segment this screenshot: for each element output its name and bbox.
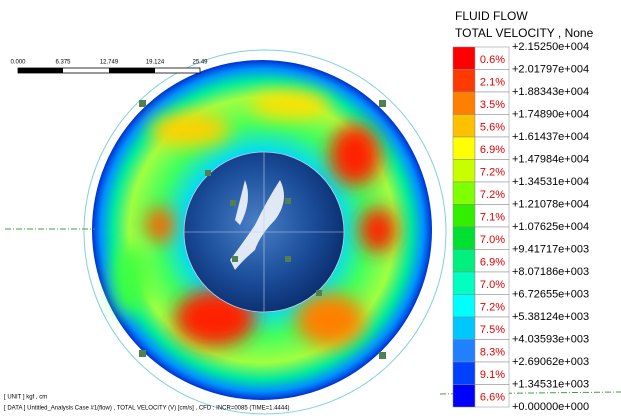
- legend-percent: 7.2%: [480, 189, 505, 201]
- legend-level: +1.88343e+004: [512, 86, 589, 98]
- legend-percent: 7.2%: [480, 167, 505, 179]
- legend-percent: 2.1%: [480, 77, 505, 89]
- legend-percent: 8.3%: [480, 347, 505, 359]
- legend-swatch: [453, 47, 475, 70]
- legend-level: +1.34531e+003: [512, 378, 589, 390]
- legend-swatch: [453, 362, 475, 385]
- legend-swatch: [453, 385, 475, 408]
- legend-level: +6.72655e+003: [512, 288, 589, 300]
- legend-level: +2.15250e+004: [512, 41, 589, 53]
- scale-label: 12.749: [100, 60, 119, 66]
- legend-level: +1.74890e+004: [512, 108, 589, 120]
- legend-level: +2.69062e+003: [512, 356, 589, 368]
- legend-percent: 0.6%: [480, 54, 505, 66]
- legend-swatch: [453, 92, 475, 115]
- legend-swatch: [453, 295, 475, 318]
- legend-level: +9.41717e+003: [512, 243, 589, 255]
- legend-level: +1.07625e+004: [512, 221, 589, 233]
- legend-swatch: [453, 115, 475, 138]
- legend-level: +2.01797e+004: [512, 63, 589, 75]
- legend-percent: 7.1%: [480, 212, 505, 224]
- scale-label: 19.124: [146, 60, 165, 66]
- legend-percent: 6.9%: [480, 257, 505, 269]
- scale-label: 25.49: [192, 60, 208, 66]
- legend-level: +1.34531e+004: [512, 176, 589, 188]
- legend-level: +1.21078e+004: [512, 198, 589, 210]
- legend-percent: 9.1%: [480, 369, 505, 381]
- legend-swatch: [453, 317, 475, 340]
- legend-subtitle: TOTAL VELOCITY , None: [455, 26, 594, 40]
- legend-swatch: [453, 137, 475, 160]
- legend-swatch: [453, 205, 475, 228]
- legend-percent: 3.5%: [480, 99, 505, 111]
- scale-bar: [18, 68, 200, 73]
- footer-unit: [ UNIT ] kgf , cm: [4, 395, 47, 401]
- legend-percent: 6.9%: [480, 144, 505, 156]
- legend-percent: 7.2%: [480, 302, 505, 314]
- scale-label: 6.375: [55, 60, 71, 66]
- legend-swatch: [453, 340, 475, 363]
- legend-swatch: [453, 160, 475, 183]
- legend-level: +1.47984e+004: [512, 153, 589, 165]
- footer-data: [ DATA ] Untitled_Analysis Case #1(flow)…: [4, 406, 290, 412]
- legend-percent: 7.5%: [480, 324, 505, 336]
- legend-swatch: [453, 70, 475, 93]
- legend-level: +8.07186e+003: [512, 266, 589, 278]
- legend-percent: 7.0%: [480, 234, 505, 246]
- scale-label: 0.000: [10, 60, 26, 66]
- legend-title: FLUID FLOW: [455, 9, 528, 23]
- legend-level: +5.38124e+003: [512, 311, 589, 323]
- legend-percent: 5.6%: [480, 122, 505, 134]
- legend-percent: 6.6%: [480, 392, 505, 404]
- legend-swatch: [453, 182, 475, 205]
- legend-swatch: [453, 250, 475, 273]
- legend-level: +0.00000e+000: [512, 401, 589, 413]
- legend-level: +1.61437e+004: [512, 131, 589, 143]
- legend-level: +4.03593e+003: [512, 333, 589, 345]
- legend-swatch: [453, 272, 475, 295]
- screen: FLUID FLOW TOTAL VELOCITY , None [ UNIT …: [0, 0, 621, 415]
- legend-swatch: [453, 227, 475, 250]
- legend-percent: 7.0%: [480, 279, 505, 291]
